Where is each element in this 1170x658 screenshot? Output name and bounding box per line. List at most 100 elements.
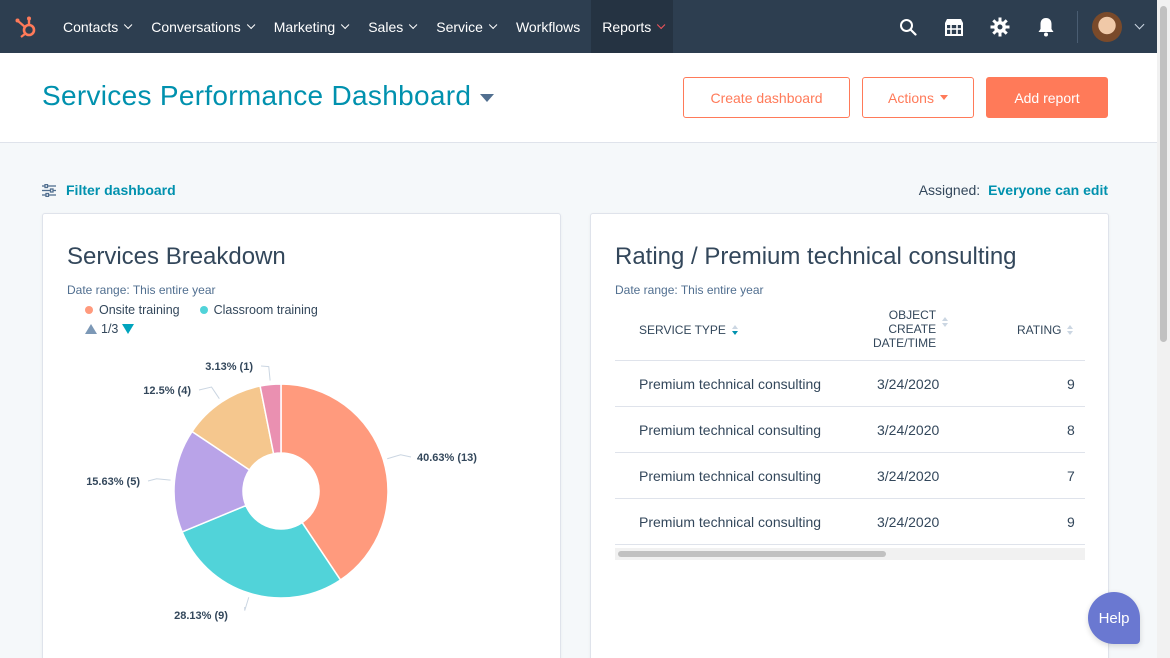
table-header: SERVICE TYPE OBJECT CREATE DATE/TIME RAT… [615, 302, 1085, 361]
table-row: Premium technical consulting 3/24/2020 8 [615, 407, 1085, 453]
data-label: 12.5% (4) [143, 385, 191, 397]
dashboard-switcher-caret-icon[interactable] [480, 94, 494, 102]
nav-marketing[interactable]: Marketing [263, 0, 357, 53]
page-title: Services Performance Dashboard [42, 80, 472, 111]
chevron-down-icon[interactable] [1134, 19, 1145, 30]
legend-next-icon[interactable] [122, 324, 135, 334]
column-header-create-date[interactable]: OBJECT CREATE DATE/TIME [873, 308, 949, 350]
leader-line [198, 386, 220, 399]
cell-rating: 9 [1067, 514, 1075, 530]
bell-icon[interactable] [1023, 0, 1069, 53]
legend-item[interactable]: Onsite training [85, 303, 180, 317]
column-label: SERVICE TYPE [639, 323, 726, 337]
nav-reports[interactable]: Reports [591, 0, 674, 53]
column-header-rating[interactable]: RATING [1017, 323, 1074, 337]
add-report-button[interactable]: Add report [986, 77, 1108, 118]
leader-line [244, 597, 250, 611]
nav-right [885, 0, 1157, 53]
services-breakdown-card: Services Breakdown Date range: This enti… [42, 213, 561, 658]
legend-label: Classroom training [213, 303, 318, 317]
scrollbar-thumb[interactable] [1160, 6, 1167, 342]
cell-create-date: 3/24/2020 [877, 468, 940, 484]
data-label: 15.63% (5) [86, 476, 140, 488]
legend-dot [199, 306, 208, 314]
data-label: 28.13% (9) [174, 610, 228, 622]
horizontal-scrollbar[interactable] [615, 548, 1085, 560]
hubspot-logo-icon[interactable] [0, 0, 52, 53]
nav-label: Contacts [63, 18, 119, 35]
data-label: 3.13% (1) [205, 361, 253, 373]
legend-page: 1/3 [101, 322, 119, 336]
actions-button[interactable]: Actions [862, 77, 974, 118]
cell-service-type: Premium technical consulting [639, 468, 822, 484]
pie-slice[interactable] [173, 430, 251, 533]
nav-sales[interactable]: Sales [357, 0, 425, 53]
filter-dashboard-button[interactable]: Filter dashboard [42, 182, 176, 198]
report-title: Rating / Premium technical consulting [615, 243, 1017, 270]
nav-divider [1077, 10, 1078, 43]
help-label: Help [1098, 609, 1130, 627]
rating-table-card: Rating / Premium technical consulting Da… [590, 213, 1109, 658]
nav-label: Workflows [515, 18, 581, 35]
cell-create-date: 3/24/2020 [877, 422, 940, 438]
pie-slice[interactable] [181, 504, 342, 599]
nav-label: Marketing [273, 18, 336, 35]
chevron-down-icon [246, 20, 256, 29]
chevron-down-icon [488, 20, 498, 29]
pie-slice[interactable] [259, 383, 282, 455]
chevron-down-icon [409, 20, 418, 29]
legend-pager: 1/3 [85, 322, 135, 336]
legend-prev-icon[interactable] [85, 324, 97, 334]
caret-down-icon [939, 95, 948, 100]
nav-label: Conversations [151, 18, 241, 35]
table-row: Premium technical consulting 3/24/2020 9 [615, 499, 1085, 545]
sort-icon [1067, 325, 1074, 335]
data-label: 40.63% (13) [417, 452, 477, 464]
report-title: Services Breakdown [67, 243, 286, 270]
legend-item[interactable]: Classroom training [199, 303, 318, 317]
column-label: OBJECT CREATE DATE/TIME [873, 308, 936, 350]
table-row: Premium technical consulting 3/24/2020 7 [615, 453, 1085, 499]
search-icon[interactable] [885, 0, 931, 53]
donut-chart: 40.63% (13) 28.13% (9) 15.63% (5) 12.5% (4)… [86, 361, 477, 622]
cell-service-type: Premium technical consulting [639, 376, 822, 392]
column-label-line: OBJECT [888, 308, 937, 322]
assigned-label: Assigned: [918, 182, 981, 198]
cell-create-date: 3/24/2020 [877, 376, 940, 392]
date-range: Date range: This entire year [615, 283, 764, 297]
cell-service-type: Premium technical consulting [639, 514, 822, 530]
create-dashboard-button[interactable]: Create dashboard [683, 77, 850, 118]
sliders-icon [42, 183, 56, 197]
cell-rating: 8 [1067, 422, 1075, 438]
assigned-info: Assigned: Everyone can edit [919, 182, 1108, 198]
nav-conversations[interactable]: Conversations [140, 0, 263, 53]
column-label: RATING [1017, 323, 1062, 337]
filter-dashboard-label: Filter dashboard [66, 182, 176, 198]
page-scrollbar[interactable] [1157, 0, 1170, 658]
gear-icon[interactable] [977, 0, 1023, 53]
leader-line [260, 365, 271, 381]
leader-line [387, 454, 412, 460]
cell-create-date: 3/24/2020 [877, 514, 940, 530]
chart-legend: Onsite training Classroom training [85, 303, 338, 317]
chevron-down-icon [341, 20, 350, 29]
assigned-link[interactable]: Everyone can edit [988, 182, 1108, 198]
nav-service[interactable]: Service [425, 0, 505, 53]
table-row: Premium technical consulting 3/24/2020 9 [615, 361, 1085, 407]
leader-line [147, 478, 171, 482]
nav-label: Service [436, 18, 483, 35]
avatar[interactable] [1092, 11, 1122, 42]
column-header-service-type[interactable]: SERVICE TYPE [639, 323, 738, 337]
help-button[interactable]: Help [1088, 592, 1140, 644]
marketplace-icon[interactable] [931, 0, 977, 53]
add-report-label: Add report [1014, 89, 1080, 106]
nav-workflows[interactable]: Workflows [505, 0, 591, 53]
chevron-down-icon [124, 20, 133, 29]
nav-contacts[interactable]: Contacts [52, 0, 140, 53]
top-nav: Contacts Conversations Marketing Sales S… [0, 0, 1157, 53]
scrollbar-thumb[interactable] [618, 551, 886, 557]
legend-label: Onsite training [99, 303, 180, 317]
cell-service-type: Premium technical consulting [639, 422, 822, 438]
dashboard-header: Services Performance Dashboard Create da… [0, 53, 1157, 143]
report-table: SERVICE TYPE OBJECT CREATE DATE/TIME RAT… [615, 302, 1085, 560]
